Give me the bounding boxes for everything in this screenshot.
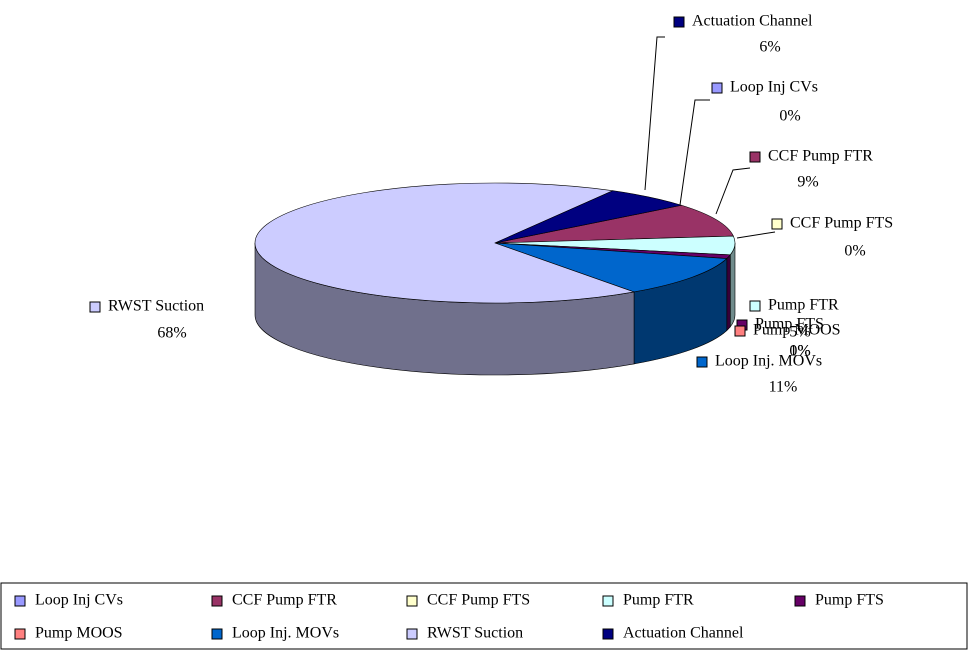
pie-slice — [254, 182, 636, 304]
legend-swatch — [14, 595, 26, 607]
legend-label: RWST Suction — [427, 625, 523, 642]
label-value: 0% — [779, 108, 800, 125]
label-name: Pump FTS — [755, 316, 824, 333]
leader-line — [736, 231, 776, 239]
label-swatch — [89, 301, 101, 313]
label-name: Pump FTR — [768, 297, 839, 314]
label-name: RWST Suction — [108, 298, 204, 315]
legend-label: CCF Pump FTR — [232, 592, 337, 609]
leader-line — [715, 167, 751, 215]
pie-tops — [254, 182, 736, 304]
pie-side — [729, 242, 736, 328]
legend-swatch — [211, 628, 223, 640]
legend-swatch — [14, 628, 26, 640]
label-value: 1% — [789, 343, 810, 360]
leader-line — [679, 99, 710, 206]
label-name: Loop Inj. MOVs — [715, 353, 822, 370]
pie-slice — [494, 242, 728, 293]
leader-line — [644, 36, 665, 191]
pie-slice — [494, 204, 734, 244]
legend-label: Loop Inj. MOVs — [232, 625, 339, 642]
label-swatch — [749, 151, 761, 163]
legend-label: Pump FTR — [623, 592, 694, 609]
label-value: 9% — [797, 174, 818, 191]
label-name: Loop Inj CVs — [730, 79, 818, 96]
label-swatch — [711, 82, 723, 94]
label-value: 0% — [789, 343, 810, 360]
legend-label: Pump FTS — [815, 592, 884, 609]
label-name: Pump MOOS — [753, 322, 841, 339]
label-swatch — [749, 300, 761, 312]
pie-slice — [494, 190, 682, 244]
legend-label: Pump MOOS — [35, 625, 123, 642]
label-value: 11% — [769, 379, 798, 396]
label-value: 6% — [759, 39, 780, 56]
legend: Loop Inj CVs CCF Pump FTR CCF Pump FTS Pump… — [14, 592, 884, 642]
label-swatch — [673, 16, 685, 28]
legend-label: CCF Pump FTS — [427, 592, 530, 609]
legend-label: Loop Inj CVs — [35, 592, 123, 609]
label-value: 68% — [157, 325, 186, 342]
label-swatch — [771, 218, 783, 230]
legend-swatch — [406, 628, 418, 640]
data-labels: Loop Inj CVs 0% CCF Pump FTR 9% CCF Pump FTS… — [89, 13, 893, 396]
label-name: Actuation Channel — [692, 13, 813, 30]
legend-swatch — [406, 595, 418, 607]
legend-swatch — [602, 595, 614, 607]
label-name: CCF Pump FTS — [790, 215, 893, 232]
label-name: CCF Pump FTR — [768, 148, 873, 165]
label-value: 0% — [844, 243, 865, 260]
legend-swatch — [211, 595, 223, 607]
legend-label: Actuation Channel — [623, 625, 744, 642]
legend-box — [0, 582, 968, 650]
legend-swatch — [602, 628, 614, 640]
label-value: 5% — [789, 324, 810, 341]
pie-side — [726, 254, 731, 332]
label-swatch — [734, 325, 746, 337]
legend-swatch — [794, 595, 806, 607]
label-swatch — [696, 356, 708, 368]
